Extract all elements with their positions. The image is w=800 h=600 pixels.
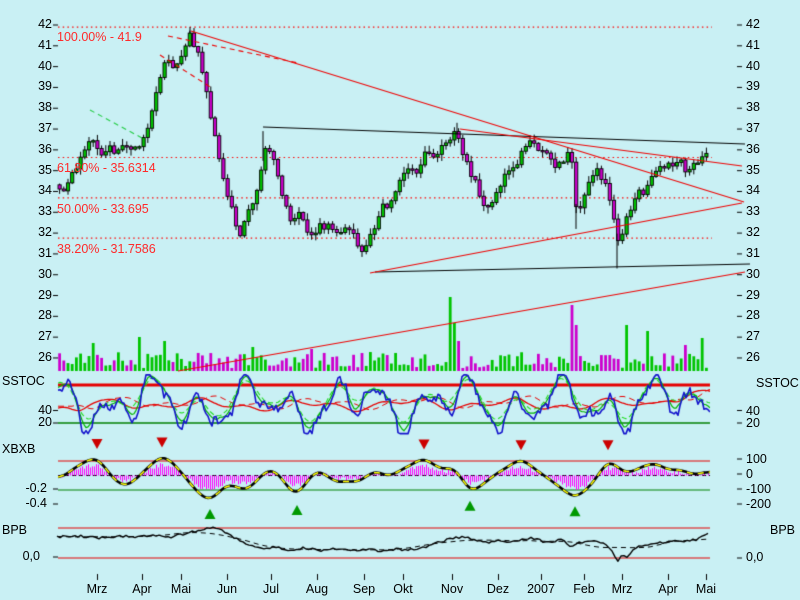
- price-tick-right: 34: [746, 183, 760, 198]
- price-tick-left: 40: [38, 58, 52, 73]
- bpb-zero-tick-right: 0,0: [746, 550, 764, 564]
- price-tick-right: 38: [746, 100, 760, 115]
- fib-label-500: 50.00% - 33.695: [57, 202, 149, 216]
- month-label: Okt: [393, 582, 413, 596]
- price-tick-right: 37: [746, 121, 760, 136]
- month-label: Mrz: [611, 582, 633, 596]
- price-tick-left: 31: [38, 245, 52, 260]
- price-tick-left: 28: [38, 308, 52, 323]
- month-label: Mrz: [86, 582, 108, 596]
- sstoc-tick-left: 20: [38, 415, 52, 429]
- price-tick-left: 39: [38, 79, 52, 94]
- month-label: Sep: [352, 582, 376, 596]
- xbxb-tick-left: -0.4: [25, 496, 47, 510]
- price-tick-left: 35: [38, 162, 52, 177]
- xbxb-tick-right: -200: [746, 497, 772, 511]
- fib-label-618: 61.80% - 35.6314: [57, 161, 156, 175]
- price-tick-left: 36: [38, 141, 52, 156]
- xbxb-tick-right: -100: [746, 482, 772, 496]
- month-label: Mai: [695, 582, 717, 596]
- price-tick-right: 32: [746, 225, 760, 240]
- month-label: Feb: [573, 582, 595, 596]
- month-label: Dez: [486, 582, 510, 596]
- price-tick-right: 42: [746, 17, 760, 31]
- month-label: Jul: [263, 582, 279, 596]
- bpb-zero-tick-left: 0,0: [22, 549, 40, 563]
- price-tick-left: 26: [38, 349, 52, 364]
- price-tick-left: 37: [38, 121, 52, 136]
- sstoc-tick-right: 20: [746, 416, 760, 430]
- price-tick-right: 36: [746, 141, 760, 156]
- xbxb-panel-label: XBXB: [2, 442, 36, 456]
- price-tick-left: 38: [38, 100, 52, 115]
- sstoc-panel-label-right: SSTOC: [756, 376, 799, 390]
- price-tick-left: 29: [38, 287, 52, 302]
- price-tick-left: 32: [38, 225, 52, 240]
- price-tick-right: 27: [746, 329, 760, 344]
- month-label: Jun: [216, 582, 238, 596]
- price-tick-right: 35: [746, 162, 760, 177]
- price-tick-right: 40: [746, 58, 760, 73]
- price-tick-left: 34: [38, 183, 52, 198]
- price-tick-right: 31: [746, 245, 760, 260]
- price-tick-left: 33: [38, 204, 52, 219]
- price-tick-left: 27: [38, 329, 52, 344]
- sstoc-tick-left: 40: [38, 402, 52, 417]
- price-tick-right: 33: [746, 204, 760, 219]
- xbxb-tick-right: 0: [746, 467, 753, 481]
- bpb-panel-label-left: BPB: [2, 523, 28, 537]
- month-label: Nov: [440, 582, 464, 596]
- fib-label-100: 100.00% - 41.9: [57, 30, 142, 44]
- price-tick-right: 30: [746, 266, 760, 281]
- month-label: Apr: [658, 582, 678, 596]
- xbxb-tick-right: 100: [746, 452, 767, 466]
- price-tick-right: 28: [746, 308, 760, 323]
- sstoc-tick-right: 40: [746, 403, 760, 418]
- price-tick-left: 30: [38, 266, 52, 281]
- month-label: 2007: [527, 582, 555, 596]
- fib-label-382: 38.20% - 31.7586: [57, 242, 156, 256]
- price-tick-right: 29: [746, 287, 760, 302]
- price-tick-right: 39: [746, 79, 760, 94]
- price-tick-right: 41: [746, 37, 760, 52]
- price-tick-left: 42: [38, 17, 52, 31]
- price-tick-right: 26: [746, 349, 760, 364]
- sstoc-panel-label-left: SSTOC: [2, 374, 45, 388]
- price-tick-left: 41: [38, 37, 52, 52]
- month-label: Mai: [170, 582, 192, 596]
- xbxb-tick-left: -0.2: [25, 481, 47, 495]
- bpb-panel-label-right: BPB: [770, 523, 796, 537]
- month-label: Aug: [305, 582, 329, 596]
- month-label: Apr: [132, 582, 152, 596]
